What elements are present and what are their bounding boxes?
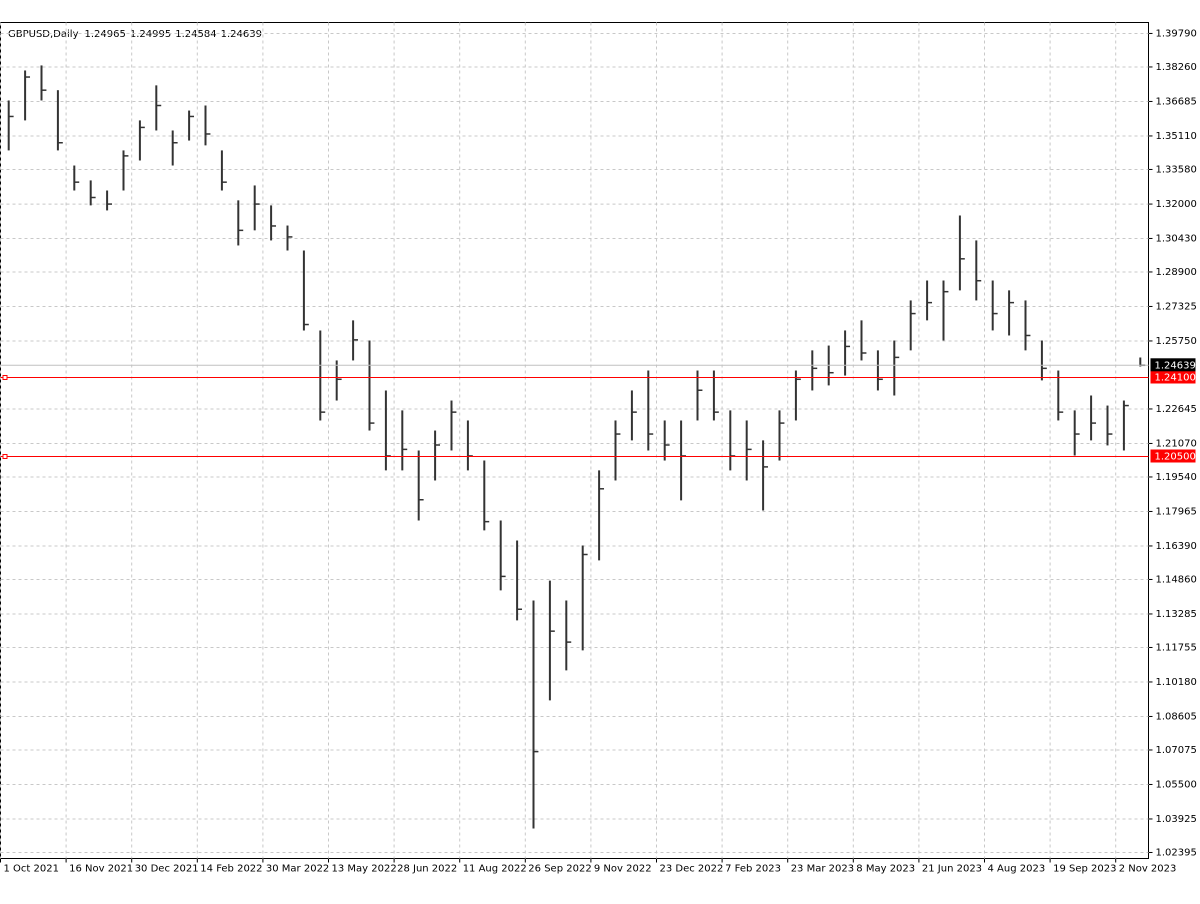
level-label: 1.24100 bbox=[1155, 373, 1196, 384]
y-tick-label: 1.11755 bbox=[1156, 642, 1197, 653]
symbol: GBPUSD,Daily bbox=[8, 29, 79, 40]
x-tick-label: 8 May 2023 bbox=[856, 864, 915, 875]
y-tick-label: 1.16390 bbox=[1156, 541, 1197, 552]
x-tick-label: 23 Dec 2022 bbox=[660, 864, 724, 875]
x-tick-label: 19 Sep 2023 bbox=[1053, 864, 1116, 875]
x-tick-label: 28 Jun 2022 bbox=[397, 864, 457, 875]
y-tick-label: 1.05500 bbox=[1156, 779, 1197, 790]
x-tick-label: 9 Nov 2022 bbox=[594, 864, 652, 875]
x-tick-label: 14 Feb 2022 bbox=[200, 864, 262, 875]
y-tick-label: 1.07075 bbox=[1156, 745, 1197, 756]
x-tick-label: 2 Nov 2023 bbox=[1119, 864, 1177, 875]
header-open: 1.24965 bbox=[85, 29, 126, 40]
x-tick-label: 4 Aug 2023 bbox=[988, 864, 1046, 875]
x-tick-label: 7 Feb 2023 bbox=[725, 864, 781, 875]
y-tick-label: 1.02395 bbox=[1156, 847, 1197, 858]
price-label: 1.24639 bbox=[1155, 360, 1196, 371]
level-label-box bbox=[1150, 370, 1196, 384]
y-tick-label: 1.36685 bbox=[1156, 96, 1197, 107]
x-tick-label: 30 Dec 2021 bbox=[135, 864, 199, 875]
x-tick-label: 21 Jun 2023 bbox=[922, 864, 982, 875]
y-tick-label: 1.21070 bbox=[1156, 438, 1197, 449]
y-tick-label: 1.30430 bbox=[1156, 233, 1197, 244]
y-tick-label: 1.19540 bbox=[1156, 472, 1197, 483]
x-tick-label: 13 May 2022 bbox=[332, 864, 397, 875]
y-tick-label: 1.39790 bbox=[1156, 28, 1197, 39]
level-handle bbox=[2, 454, 8, 459]
plot-frame bbox=[0, 22, 1149, 859]
y-tick-label: 1.22645 bbox=[1156, 404, 1197, 415]
header-low: 1.24584 bbox=[175, 29, 216, 40]
y-tick-label: 1.32000 bbox=[1156, 199, 1197, 210]
y-tick-label: 1.27325 bbox=[1156, 301, 1197, 312]
y-tick-label: 1.28900 bbox=[1156, 267, 1197, 278]
y-tick-label: 1.38260 bbox=[1156, 62, 1197, 73]
header-high: 1.24995 bbox=[130, 29, 171, 40]
y-tick-label: 1.35110 bbox=[1156, 131, 1197, 142]
x-tick-label: 1 Oct 2021 bbox=[4, 864, 59, 875]
level-label-box bbox=[1150, 449, 1196, 463]
y-tick-label: 1.10180 bbox=[1156, 677, 1197, 688]
y-tick-label: 1.33580 bbox=[1156, 164, 1197, 175]
level-handle bbox=[2, 375, 8, 380]
y-tick-label: 1.14860 bbox=[1156, 574, 1197, 585]
x-tick-label: 11 Aug 2022 bbox=[463, 864, 527, 875]
y-tick-label: 1.08605 bbox=[1156, 711, 1197, 722]
price-label-box bbox=[1150, 358, 1196, 372]
x-tick-label: 23 Mar 2023 bbox=[791, 864, 854, 875]
x-tick-label: 16 Nov 2021 bbox=[69, 864, 133, 875]
header-close: 1.24639 bbox=[221, 29, 262, 40]
y-tick-label: 1.13285 bbox=[1156, 609, 1197, 620]
chart-header: GBPUSD,Daily 1.24965 1.24995 1.24584 1.24639 bbox=[8, 29, 262, 40]
level-label: 1.20500 bbox=[1155, 452, 1196, 463]
x-tick-label: 26 Sep 2022 bbox=[528, 864, 591, 875]
x-tick-label: 30 Mar 2022 bbox=[266, 864, 329, 875]
y-tick-label: 1.17965 bbox=[1156, 506, 1197, 517]
y-tick-label: 1.03925 bbox=[1156, 814, 1197, 825]
y-tick-label: 1.25750 bbox=[1156, 336, 1197, 347]
